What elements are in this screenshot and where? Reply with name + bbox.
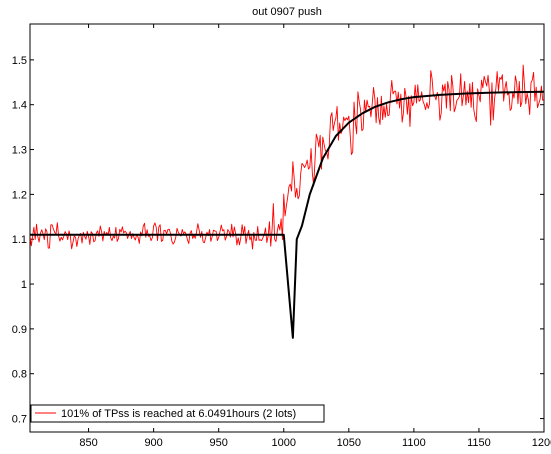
y-tick-label: 0.9	[12, 324, 27, 336]
plot-area	[29, 23, 545, 433]
y-axis: 0.7 0.8 0.9 1 1.1 1.2 1.3 1.4 1.5	[12, 55, 544, 426]
x-tick-label: 1100	[402, 437, 426, 449]
y-tick-label: 0.8	[12, 369, 27, 381]
legend-box	[30, 404, 325, 423]
series-layer	[30, 64, 544, 339]
x-tick-label: 1050	[337, 437, 361, 449]
legend-label: 101% of TPss is reached at 6.0491hours (…	[61, 408, 296, 420]
y-tick-label: 1.1	[12, 234, 27, 246]
y-tick-label: 1	[21, 279, 27, 291]
measured-series-line	[30, 64, 544, 250]
y-tick-label: 1.3	[12, 145, 27, 157]
legend: 101% of TPss is reached at 6.0491hours (…	[30, 404, 325, 423]
x-tick-label: 1150	[467, 437, 491, 449]
chart-title: out 0907 push	[252, 6, 322, 18]
x-tick-label: 950	[210, 437, 228, 449]
x-tick-label: 900	[144, 437, 162, 449]
y-tick-label: 1.4	[12, 100, 27, 112]
fit-series-line	[30, 90, 544, 339]
y-tick-label: 1.2	[12, 189, 27, 201]
x-tick-label: 850	[79, 437, 97, 449]
y-tick-label: 0.7	[12, 414, 27, 426]
y-tick-label: 1.5	[12, 55, 27, 67]
x-tick-label: 1000	[272, 437, 296, 449]
